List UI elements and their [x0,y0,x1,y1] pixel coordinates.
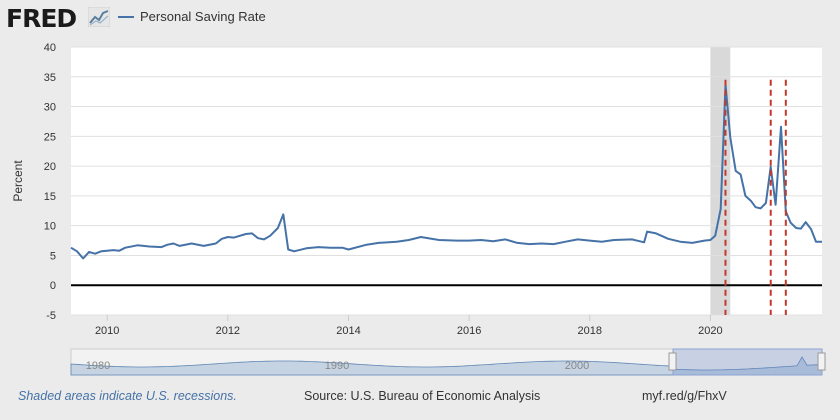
navigator-tick-label: 1980 [86,360,110,372]
chart-line-icon [88,7,110,27]
y-tick-label: 5 [50,250,56,262]
x-tick-label: 2010 [95,325,119,337]
y-tick-label: 10 [44,221,56,233]
navigator-selection[interactable] [672,348,823,376]
legend-label: Personal Saving Rate [140,9,266,24]
plot-area [71,47,822,315]
x-tick-label: 2012 [216,325,240,337]
x-axis: 2010 2012 2014 2016 2018 2020 [95,315,723,337]
y-tick-label: 0 [50,280,56,292]
navigator-tick-label: 2000 [565,360,589,372]
recession-note: Shaded areas indicate U.S. recessions. [18,389,237,403]
navigator-right-handle[interactable] [817,352,826,371]
y-axis-label: Percent [11,160,25,202]
y-tick-label: 30 [44,102,56,114]
recession-layer [710,47,731,315]
x-tick-label: 2018 [578,325,602,337]
y-axis: -5 0 5 10 15 20 25 30 35 40 [44,42,56,322]
recession-band [710,47,731,315]
series-line-personal-saving-rate [70,83,822,260]
fred-logo[interactable]: FRED [6,4,77,33]
navigator-left-handle[interactable] [668,352,677,371]
x-tick-label: 2014 [336,325,360,337]
navigator[interactable]: 1980 1990 2000 [70,348,826,376]
grid-layer [71,46,822,316]
y-tick-label: 25 [44,131,56,143]
navigator-tick-label: 1990 [325,360,349,372]
source-text: Source: U.S. Bureau of Economic Analysis [304,389,541,403]
y-tick-label: 15 [44,191,56,203]
y-tick-label: -5 [46,310,56,322]
navigator-ticks: 1980 1990 2000 [86,360,589,372]
y-tick-label: 40 [44,42,56,54]
legend-swatch [118,15,134,18]
y-tick-label: 35 [44,72,56,84]
chart-legend[interactable]: Personal Saving Rate [118,9,266,24]
short-url[interactable]: myf.red/g/FhxV [642,389,727,403]
x-tick-label: 2016 [457,325,481,337]
x-tick-label: 2020 [698,325,722,337]
navigator-series [70,356,823,376]
y-tick-label: 20 [44,161,56,173]
